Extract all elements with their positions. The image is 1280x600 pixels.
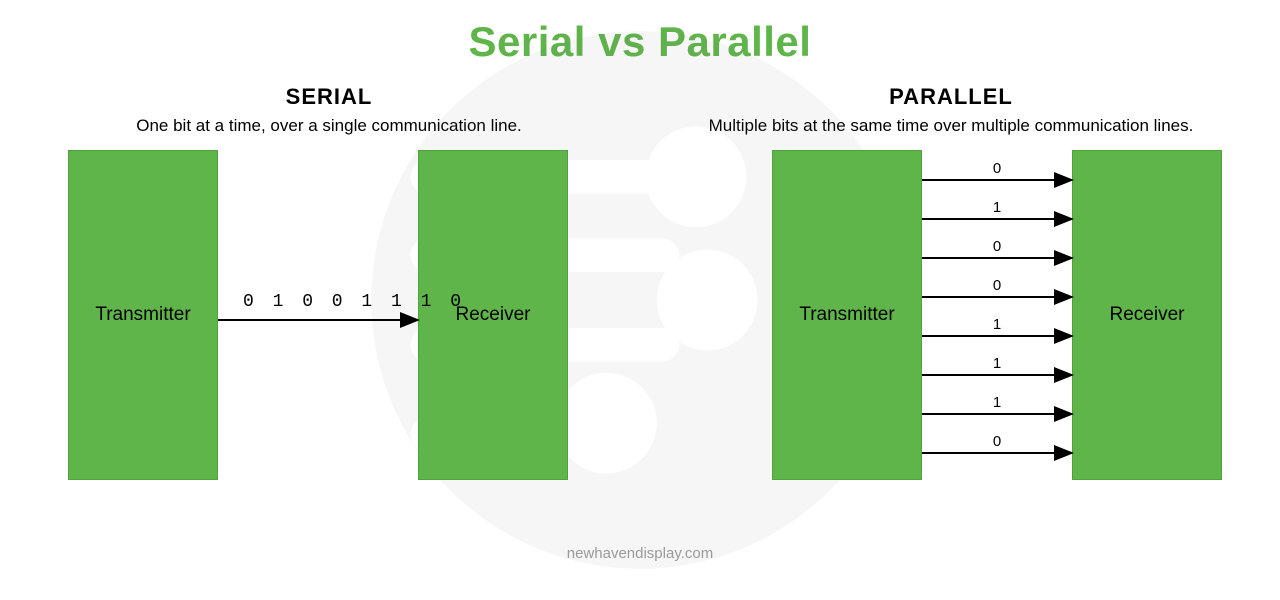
parallel-description: Multiple bits at the same time over mult… <box>640 116 1262 136</box>
parallel-diagram: Transmitter Receiver 0 1 0 0 1 1 1 0 <box>640 150 1262 520</box>
parallel-transmitter-label: Transmitter <box>799 304 894 326</box>
parallel-bit-label: 1 <box>977 355 1017 372</box>
parallel-bit-label: 1 <box>977 199 1017 216</box>
serial-column: SERIAL One bit at a time, over a single … <box>18 84 640 520</box>
parallel-bit-label: 1 <box>977 394 1017 411</box>
parallel-heading: PARALLEL <box>640 84 1262 110</box>
serial-description: One bit at a time, over a single communi… <box>18 116 640 136</box>
serial-bits-label: 0 1 0 0 1 1 1 0 <box>243 292 465 312</box>
parallel-bit-label: 0 <box>977 238 1017 255</box>
parallel-column: PARALLEL Multiple bits at the same time … <box>640 84 1262 520</box>
parallel-receiver-label: Receiver <box>1110 304 1185 326</box>
parallel-bit-label: 0 <box>977 160 1017 177</box>
page-title: Serial vs Parallel <box>0 0 1280 66</box>
parallel-receiver-box: Receiver <box>1072 150 1222 480</box>
parallel-transmitter-box: Transmitter <box>772 150 922 480</box>
serial-diagram: Transmitter Receiver 0 1 0 0 1 1 1 0 <box>18 150 640 520</box>
serial-receiver-label: Receiver <box>456 304 531 326</box>
serial-transmitter-label: Transmitter <box>95 304 190 326</box>
footer-attribution: newhavendisplay.com <box>0 545 1280 562</box>
serial-receiver-box: Receiver <box>418 150 568 480</box>
columns-wrapper: SERIAL One bit at a time, over a single … <box>0 84 1280 520</box>
parallel-bit-label: 1 <box>977 316 1017 333</box>
serial-heading: SERIAL <box>18 84 640 110</box>
parallel-bit-label: 0 <box>977 277 1017 294</box>
serial-transmitter-box: Transmitter <box>68 150 218 480</box>
parallel-bit-label: 0 <box>977 433 1017 450</box>
